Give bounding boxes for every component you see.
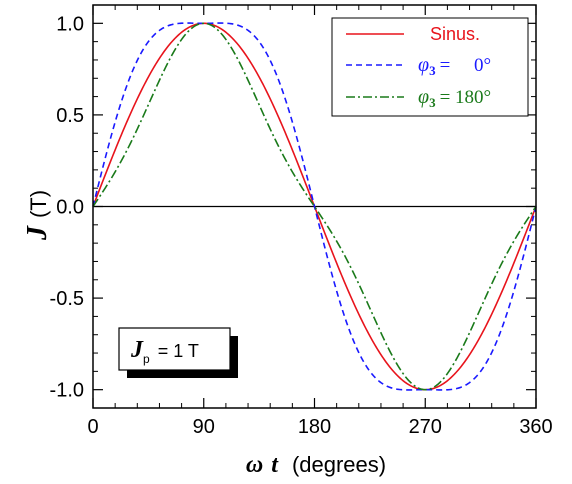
series-line-2 (92, 22, 537, 391)
y-axis-unit: (T) (26, 190, 51, 218)
tick-labels: 0 90 180 270 360 1.0 0.5 0.0 -0.5 -1.0 (50, 13, 553, 438)
x-tick-label: 360 (519, 416, 552, 438)
annotation-box (118, 327, 231, 371)
svg-text:J (T): J (T) (22, 190, 53, 241)
y-tick-label: -1.0 (50, 380, 84, 402)
x-axis-label: ω t (degrees) (246, 452, 386, 478)
series-group (92, 22, 537, 391)
y-tick-label: 1.0 (56, 13, 84, 35)
annotation-text: Jp = 1 T (130, 337, 199, 366)
y-axis-symbol: J (22, 225, 53, 241)
series-line-1 (92, 22, 537, 391)
legend-label-sinus: Sinus. (430, 24, 480, 44)
x-tick-label: 0 (87, 416, 98, 438)
legend-label-phi180: φ3 = 180° (418, 86, 491, 110)
y-tick-label: 0.5 (56, 105, 84, 127)
minor-ticks (93, 5, 536, 408)
x-axis-text: (degrees) (292, 452, 386, 477)
legend: Sinus. φ3 = 0° φ3 = 180° (331, 17, 529, 117)
plot-frame (92, 4, 537, 409)
x-axis-t: t (271, 452, 279, 478)
x-tick-label: 90 (193, 416, 215, 438)
x-tick-label: 270 (409, 416, 442, 438)
x-axis-omega: ω (246, 452, 263, 478)
y-tick-label: 0.0 (56, 197, 84, 219)
legend-label-phi0: φ3 = 0° (418, 54, 491, 78)
amplitude-annotation: Jp = 1 T (118, 327, 238, 378)
y-axis-label: J (T) (22, 190, 53, 241)
y-tick-label: -0.5 (50, 288, 84, 310)
x-tick-label: 180 (298, 416, 331, 438)
